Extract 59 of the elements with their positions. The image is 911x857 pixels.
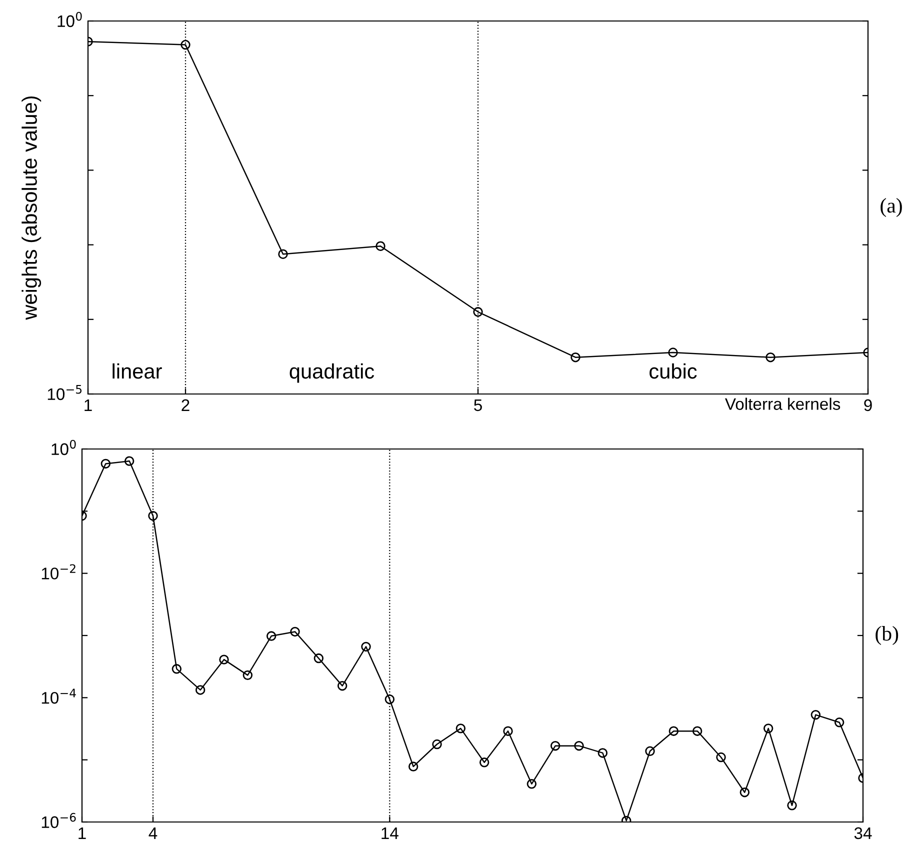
x-tick-label: 5: [474, 399, 482, 412]
point: [473, 307, 483, 317]
point: [376, 241, 386, 251]
x-tick-label: 34: [854, 827, 872, 840]
text: (b): [876, 626, 898, 645]
point: [598, 748, 608, 758]
point: [219, 654, 229, 664]
x-tick-label: 9: [864, 399, 872, 412]
x-tick-label: 1: [84, 399, 92, 411]
point: [172, 664, 182, 674]
point: [645, 746, 655, 756]
point: [810, 710, 821, 720]
y-axis-title: weights (absolute value): [22, 96, 42, 320]
y-tick-label: 10$^{−5}$: [48, 385, 82, 400]
point: [550, 740, 560, 751]
x-tick-label: 4: [148, 827, 158, 839]
point: [526, 779, 537, 789]
point: [314, 653, 324, 664]
y-tick-label: 10$^{−4}$: [42, 688, 76, 704]
x-axis-title: Volterra kernels: [724, 398, 840, 410]
point: [716, 752, 726, 762]
point: [479, 758, 490, 768]
point: [574, 740, 584, 751]
point: [408, 762, 418, 772]
point: [456, 724, 466, 734]
point: [242, 670, 253, 680]
point: [100, 458, 111, 469]
y-tick-label: 10$^{0}$: [58, 12, 82, 28]
point: [740, 787, 750, 798]
point: [124, 456, 134, 466]
y-tick-label: 10$^{0}$: [52, 440, 76, 456]
annotation: linear: [112, 363, 162, 379]
point: [668, 726, 679, 736]
point: [195, 685, 206, 695]
annotation: cubic: [650, 363, 697, 379]
point: [290, 626, 300, 637]
point: [361, 642, 371, 652]
point: [337, 680, 348, 691]
point: [766, 352, 776, 362]
point: [384, 694, 395, 704]
text: (a): [880, 198, 902, 217]
point: [278, 249, 288, 259]
point: [692, 726, 702, 736]
point: [266, 631, 276, 641]
x-tick-label: 2: [182, 399, 190, 411]
point: [503, 726, 513, 736]
point: [432, 739, 442, 750]
point: [763, 724, 774, 734]
y-tick-label: 10$^{−6}$: [42, 812, 76, 828]
point: [180, 40, 190, 50]
point: [570, 352, 580, 362]
point: [148, 511, 158, 521]
point: [834, 718, 844, 728]
annotation: quadratic: [290, 363, 374, 383]
x-tick-label: 14: [382, 827, 398, 839]
y-tick-label: 10$^{−2}$: [42, 564, 76, 580]
point: [787, 800, 797, 810]
point: [668, 348, 678, 358]
x-tick-label: 1: [78, 827, 86, 839]
